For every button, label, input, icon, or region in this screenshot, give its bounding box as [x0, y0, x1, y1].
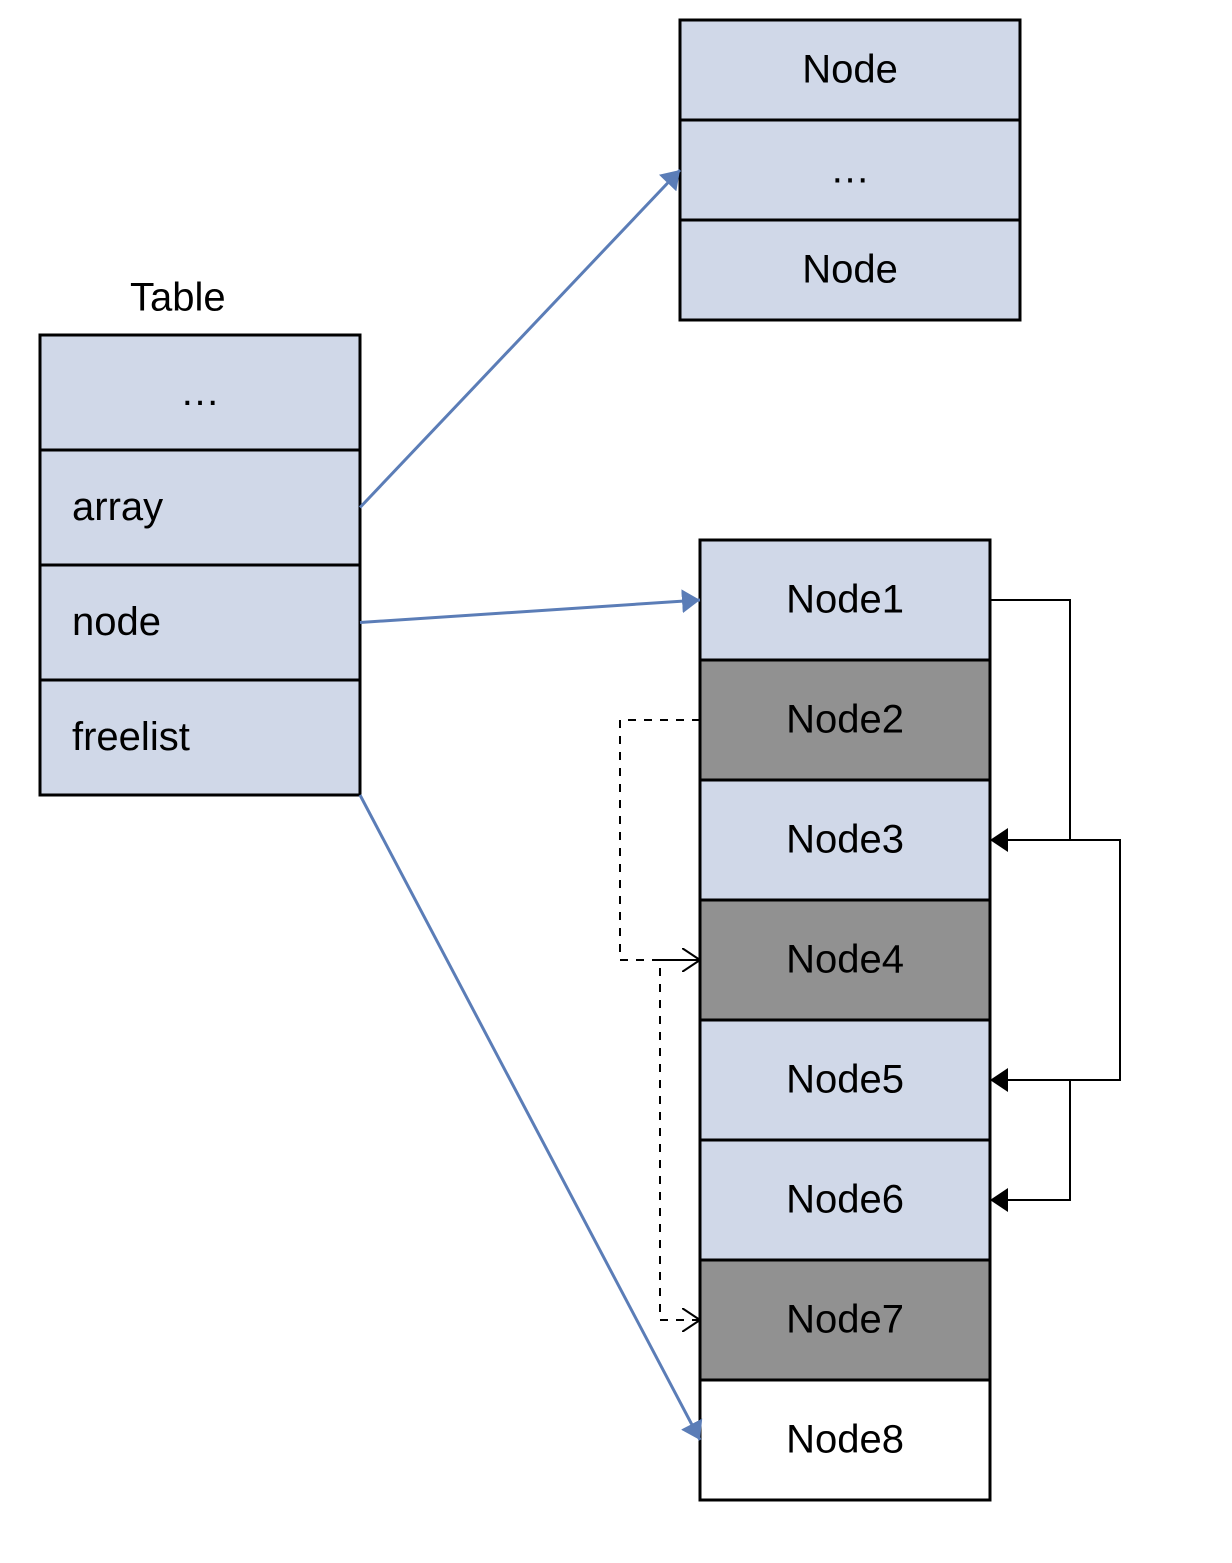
node_box-label: Node2 [786, 698, 904, 742]
array_box-label: Node [802, 48, 898, 92]
array_box-label: Node [802, 248, 898, 292]
link-arrow [990, 600, 1070, 840]
diagram-title: Table [130, 276, 226, 320]
table_box-label: node [72, 600, 161, 644]
node_box-label: Node3 [786, 818, 904, 862]
pointer-arrow [360, 600, 700, 623]
pointer-arrow [360, 170, 680, 508]
table_box-label: array [72, 485, 163, 529]
table_box-label: freelist [72, 715, 190, 759]
pointer-arrow [360, 795, 700, 1440]
node_box-label: Node7 [786, 1298, 904, 1342]
array_box-label: … [830, 148, 870, 192]
node_box-label: Node5 [786, 1058, 904, 1102]
node_box-label: Node8 [786, 1418, 904, 1462]
table_box-label: … [180, 370, 220, 414]
freelist-link-arrow [660, 960, 700, 1320]
link-arrow [990, 840, 1120, 1080]
node_box-label: Node6 [786, 1178, 904, 1222]
freelist-link-arrow [620, 720, 700, 960]
node_box-label: Node1 [786, 578, 904, 622]
link-arrow [990, 1080, 1070, 1200]
node_box-label: Node4 [786, 938, 904, 982]
